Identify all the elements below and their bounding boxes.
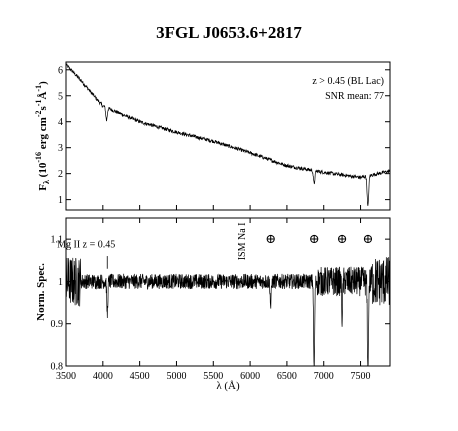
telluric-marker-2: ⊕: [337, 231, 348, 246]
redshift-annotation: z > 0.45 (BL Lac): [312, 76, 384, 87]
figure-title: 3FGL J0653.6+2817: [156, 23, 302, 42]
telluric-markers: ⊕ ⊕ ⊕ ⊕: [265, 231, 373, 246]
bot-ytick-label-2: 1: [58, 277, 63, 288]
xtick-label-4: 5500: [203, 371, 223, 382]
top-ytick-label-4: 5: [58, 91, 63, 102]
bot-ytick-label-1: 0.9: [51, 319, 64, 330]
normalized-spectrum-line: [65, 257, 391, 367]
xtick-label-6: 6500: [277, 371, 297, 382]
ylabel-open: (10: [37, 162, 49, 180]
ylabel-exp3: -1: [34, 100, 43, 107]
bottom-panel: 0.8 0.9 1 1.1 3500 4000 4500 5000 5500 6000 6500 7…: [35, 217, 391, 392]
xtick-label-8: 7500: [351, 371, 371, 382]
ylabel-exp2: -2: [34, 111, 43, 118]
bot-ytick-label-3: 1.1: [51, 235, 64, 246]
ylabel-exp: -16: [34, 152, 43, 163]
bottom-y-axis: 0.8 0.9 1 1.1: [51, 235, 390, 373]
bot-ytick-label-0: 0.8: [51, 362, 64, 373]
ism-nai-label: ISM Na I: [237, 223, 248, 261]
xtick-label-7: 7000: [314, 371, 334, 382]
bottom-y-axis-label: Norm. Spec.: [35, 263, 47, 321]
ylabel-f: F: [37, 184, 49, 191]
xtick-label-2: 4500: [130, 371, 150, 382]
top-ytick-label-2: 3: [58, 143, 63, 154]
bottom-x-axis: 3500 4000 4500 5000 5500 6000 6500 7000 7500: [56, 218, 371, 382]
snr-annotation: SNR mean: 77: [325, 91, 384, 102]
telluric-marker-1: ⊕: [309, 231, 320, 246]
xtick-label-5: 6000: [240, 371, 260, 382]
telluric-marker-0: ⊕: [265, 231, 276, 246]
top-x-ticks: [65, 205, 362, 210]
ylabel-ang: Å: [37, 92, 49, 100]
ylabel-exp4: -1: [34, 85, 43, 92]
top-ytick-label-0: 1: [58, 195, 63, 206]
xtick-label-0: 3500: [56, 371, 76, 382]
ylabel-erg: erg cm: [37, 117, 49, 152]
mgii-label: Mg II z = 0.45: [57, 240, 115, 251]
top-ytick-label-1: 2: [58, 169, 63, 180]
top-panel-frame: [65, 61, 391, 211]
top-ytick-label-3: 4: [58, 117, 63, 128]
xtick-label-1: 4000: [93, 371, 113, 382]
x-axis-label: λ (Å): [216, 380, 240, 392]
ylabel-sub: λ: [42, 180, 51, 184]
ylabel-close: ): [37, 81, 49, 85]
xtick-label-3: 5000: [166, 371, 186, 382]
telluric-marker-3: ⊕: [362, 231, 373, 246]
ylabel-s: s: [37, 106, 49, 111]
top-panel: 1 2 3 4 5 6 z > 0.45 (BL Lac) SNR mean: 77 Fλ…: [34, 61, 391, 211]
top-ytick-label-5: 6: [58, 65, 63, 76]
top-flux-spectrum-line: [65, 63, 391, 206]
top-y-axis-label: Fλ (10-16 erg cm-2s-1Å-1): [34, 81, 51, 191]
